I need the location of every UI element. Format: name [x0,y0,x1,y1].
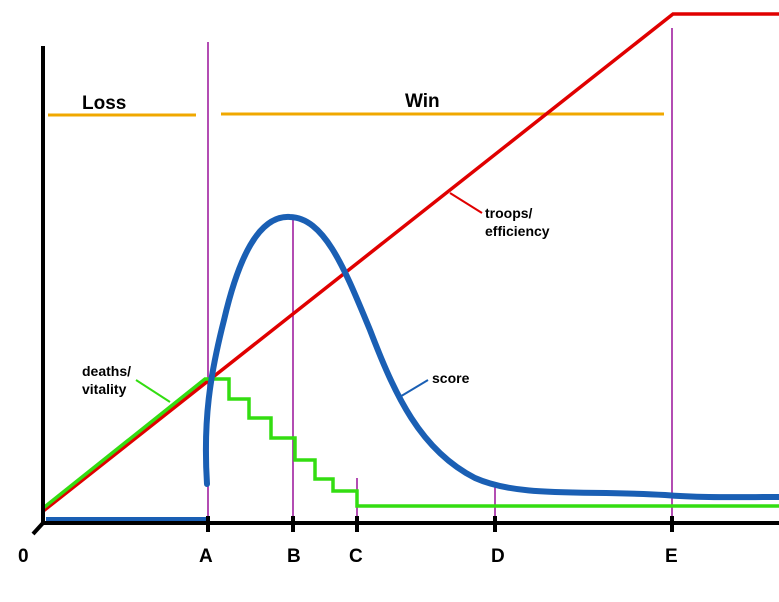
deaths-label-line2: vitality [82,381,127,397]
troops-label-line2: efficiency [485,223,550,239]
tick-label-c: C [349,546,363,567]
troops-label-leader [449,192,483,214]
tick-label-d: D [491,546,505,567]
origin-label: 0 [18,546,29,567]
axes [31,46,779,536]
deaths-label-leader [135,379,171,403]
tick-label-b: B [287,546,301,567]
troops-efficiency-line [40,12,779,514]
deaths-label-line1: deaths/ [82,363,131,379]
win-label: Win [405,91,440,112]
tick-label-e: E [665,546,678,567]
origin-tick [31,521,45,536]
troops-label-line1: troops/ [485,205,533,221]
score-curve [202,213,779,501]
score-label: score [432,370,470,386]
loss-label: Loss [82,93,126,114]
score-label-leader [397,379,429,399]
phase-markers [207,28,673,522]
tick-label-a: A [199,546,213,567]
deaths-vitality-line [40,377,779,511]
